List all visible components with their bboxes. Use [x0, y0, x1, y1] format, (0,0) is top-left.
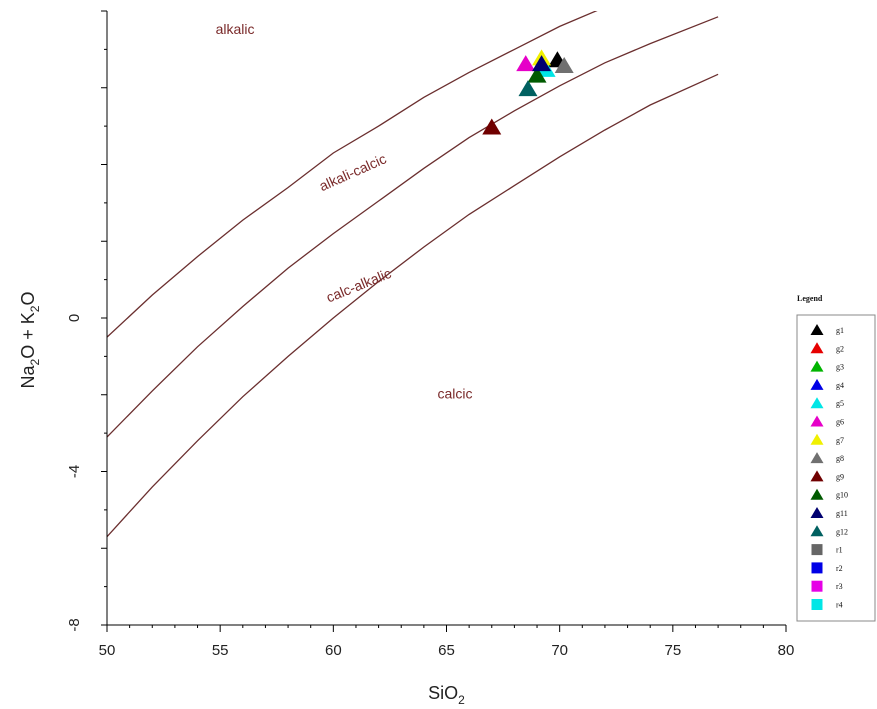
boundary-curve-3 [107, 73, 719, 538]
point-g10 [527, 66, 547, 83]
legend-marker-g9 [810, 470, 824, 482]
x-tick-label: 55 [212, 642, 229, 659]
legend-label-g9: g9 [836, 472, 844, 481]
y-axis-label-part: O [18, 292, 38, 306]
x-tick-label: 70 [551, 642, 568, 659]
legend-label-r2: r2 [836, 564, 843, 573]
legend-label-g5: g5 [836, 399, 844, 408]
legend-label-g2: g2 [836, 344, 844, 353]
y-axis-label-part: 2 [28, 358, 42, 365]
x-axis-label: SiO2 [428, 683, 465, 707]
legend-marker-g3 [810, 360, 824, 372]
point-g11 [532, 55, 552, 72]
legend-marker-r1 [811, 544, 823, 556]
axes: 50 55 60 65 70 75 80 -8 -4 0 [66, 10, 795, 659]
x-tick-label: 60 [325, 642, 342, 659]
y-tick-label: -4 [66, 465, 83, 478]
y-axis-label-part: 2 [28, 305, 42, 312]
legend-marker-g2 [810, 342, 824, 354]
legend-marker-g11 [810, 507, 824, 518]
x-tick-label: 65 [438, 642, 455, 659]
legend-marker-g6 [810, 415, 824, 427]
point-g6 [516, 55, 536, 72]
legend-label-g3: g3 [836, 363, 844, 372]
legend-box [796, 314, 876, 622]
x-tick-label: 80 [778, 642, 795, 659]
boundary-curves [107, 11, 719, 538]
legend-marker-g12 [810, 525, 824, 537]
legend-marker-g8 [810, 452, 824, 464]
y-axis-label-part: O + K [18, 312, 38, 359]
legend-label-g11: g11 [836, 509, 848, 518]
legend-label-r4: r4 [836, 601, 843, 610]
region-label-alkalic: alkalic [216, 21, 255, 37]
legend-marker-g10 [810, 488, 824, 500]
legend-label-g10: g10 [836, 491, 848, 500]
legend-label-r1: r1 [836, 546, 843, 555]
legend-label-g12: g12 [836, 527, 848, 536]
point-g8 [554, 57, 574, 74]
legend-label-g1: g1 [836, 326, 844, 335]
point-g12 [518, 80, 538, 97]
legend-marker-g1 [810, 324, 824, 335]
region-label-calc-alkalic: calc-alkalic [324, 265, 393, 305]
region-label-calcic: calcic [437, 386, 472, 402]
legend-label-g7: g7 [836, 436, 844, 445]
y-tick-label: 0 [66, 314, 83, 322]
legend-marker-g4 [810, 378, 824, 390]
y-axis-label: Na2O + K2O [18, 292, 42, 389]
legend-marker-g7 [810, 433, 824, 445]
data-points [482, 49, 574, 135]
x-tick-label: 75 [664, 642, 681, 659]
legend-marker-r4 [811, 599, 823, 610]
y-tick-label: -8 [66, 618, 83, 631]
boundary-curve-2 [107, 16, 719, 438]
legend-title: Legend [797, 294, 823, 303]
legend-label-r3: r3 [836, 582, 843, 591]
point-g9 [482, 118, 502, 135]
y-axis-label-part: Na [18, 364, 38, 388]
legend-marker-r3 [811, 580, 823, 592]
legend-label-g6: g6 [836, 418, 844, 427]
legend-marker-r2 [811, 562, 823, 574]
legend-marker-g5 [810, 397, 824, 409]
legend-label-g4: g4 [836, 381, 844, 390]
legend: Legend g1 g2 g3 g4 g5 g6 g7 g8 g9 g10 g11 g12 r1 r2 r3 r… [796, 294, 876, 622]
x-tick-label: 50 [99, 642, 116, 659]
legend-label-g8: g8 [836, 454, 844, 463]
boundary-curve-1 [107, 11, 598, 338]
